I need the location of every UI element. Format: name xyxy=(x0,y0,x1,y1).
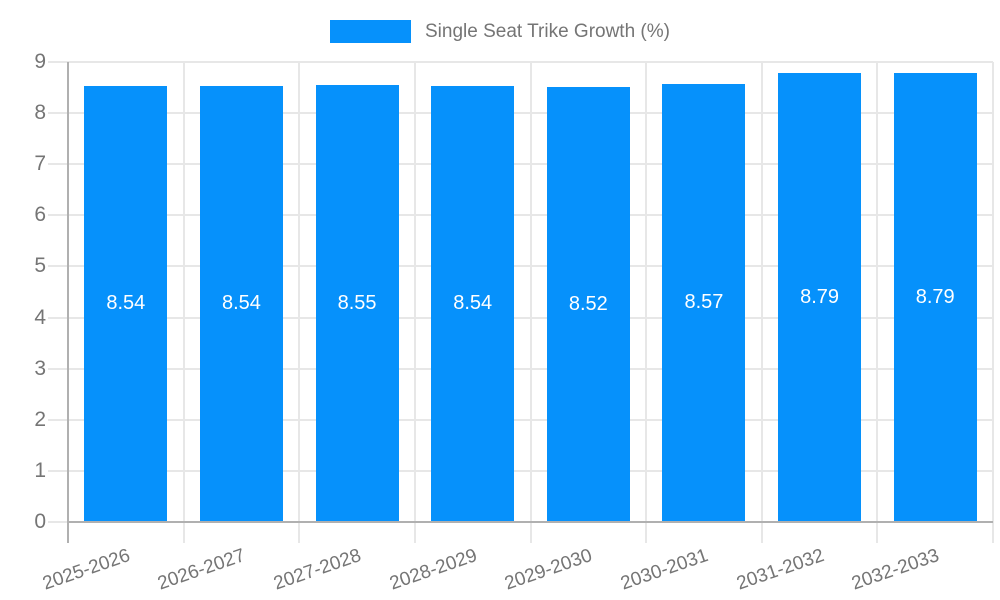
y-axis-tick-label: 5 xyxy=(34,254,46,278)
gridline-horizontal xyxy=(48,418,993,421)
y-axis-tick-label: 8 xyxy=(34,101,46,125)
y-axis-tick-label: 9 xyxy=(34,50,46,73)
bar-value-label: 8.54 xyxy=(106,292,146,315)
bar-value-label: 8.52 xyxy=(568,292,608,315)
y-axis-tick-label: 0 xyxy=(34,510,46,533)
bar[interactable]: 8.55 xyxy=(315,85,399,522)
bar[interactable]: 8.54 xyxy=(431,85,515,522)
x-axis-tick-label: 2025-2026 xyxy=(39,545,133,595)
gridline-vertical xyxy=(413,62,416,543)
y-axis-tick-label: 6 xyxy=(34,203,46,227)
legend-color-swatch xyxy=(330,20,411,43)
y-axis-tick-label: 4 xyxy=(34,305,46,329)
bar[interactable]: 8.79 xyxy=(893,72,977,522)
y-axis-tick-label: 2 xyxy=(34,407,46,431)
bar-value-label: 8.55 xyxy=(337,292,377,314)
bar[interactable]: 8.57 xyxy=(662,83,746,522)
gridline-vertical xyxy=(992,62,994,543)
bar[interactable]: 8.54 xyxy=(84,85,168,522)
gridline-horizontal xyxy=(48,163,993,166)
gridline-vertical xyxy=(529,62,532,543)
x-axis-tick-label: 2028-2029 xyxy=(386,545,480,595)
gridline-horizontal xyxy=(48,112,993,115)
gridline-horizontal xyxy=(48,61,993,63)
bar-value-label: 8.79 xyxy=(800,285,840,308)
gridline-vertical xyxy=(760,62,763,543)
y-axis-tick-label: 3 xyxy=(34,356,46,380)
gridline-horizontal xyxy=(48,265,993,268)
gridline-vertical xyxy=(876,62,879,543)
x-axis-tick-label: 2032-2033 xyxy=(849,545,943,595)
gridline-vertical xyxy=(182,62,185,543)
y-axis-tick-label: 7 xyxy=(34,152,46,176)
y-axis-tick-label: 1 xyxy=(34,458,46,482)
x-axis-tick-label: 2031-2032 xyxy=(733,545,827,595)
bar[interactable]: 8.79 xyxy=(778,72,862,522)
gridline-horizontal xyxy=(48,367,993,370)
x-axis-line xyxy=(68,521,993,523)
bar-value-label: 8.79 xyxy=(915,285,955,308)
x-axis-tick-label: 2029-2030 xyxy=(502,545,596,595)
legend-label: Single Seat Trike Growth (%) xyxy=(425,20,670,42)
bar[interactable]: 8.54 xyxy=(199,85,283,522)
gridline-vertical xyxy=(645,62,648,543)
gridline-horizontal xyxy=(48,316,993,319)
chart-legend: Single Seat Trike Growth (%) xyxy=(0,20,1000,43)
bar-value-label: 8.57 xyxy=(684,291,724,314)
y-axis-line xyxy=(67,62,69,543)
bar-value-label: 8.54 xyxy=(453,292,493,315)
bar[interactable]: 8.52 xyxy=(546,86,630,522)
x-axis-tick-label: 2026-2027 xyxy=(155,545,249,595)
gridline-vertical xyxy=(298,62,301,543)
legend-item[interactable]: Single Seat Trike Growth (%) xyxy=(330,20,670,43)
x-axis-tick-label: 2027-2028 xyxy=(271,545,364,595)
bar-value-label: 8.54 xyxy=(221,292,261,315)
gridline-horizontal xyxy=(48,469,993,472)
x-axis-tick-label: 2030-2031 xyxy=(618,545,711,595)
gridline-horizontal xyxy=(48,214,993,217)
